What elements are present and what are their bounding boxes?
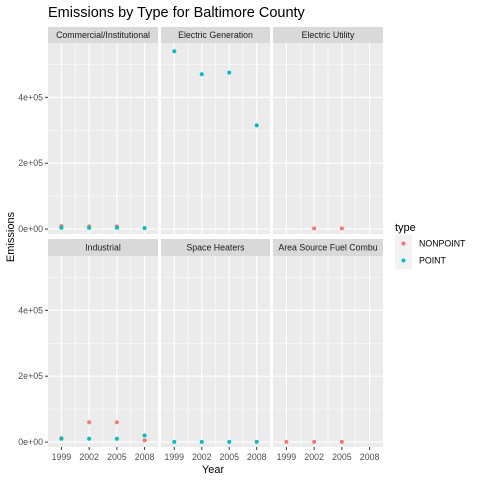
data-point — [114, 436, 119, 441]
legend-marker — [401, 258, 406, 263]
legend-label: POINT — [419, 256, 447, 266]
x-tick-label: 2005 — [219, 452, 239, 462]
facet-strip — [273, 27, 383, 43]
x-tick-label: 2002 — [192, 452, 212, 462]
data-point — [199, 72, 204, 77]
data-point — [254, 123, 259, 128]
data-point — [114, 420, 119, 425]
facet-strip-label: Commercial/Institutional — [56, 30, 150, 40]
data-point — [199, 439, 204, 444]
facet-panel: Commercial/Institutional — [48, 27, 158, 234]
facet-panel: Industrial — [48, 239, 158, 447]
data-point — [284, 439, 289, 444]
x-axis-ticks: 1999 2002 2005 2008 1999 2002 2005 2008 1999 2002… — [52, 447, 380, 462]
y-tick-label: 4e+05 — [18, 92, 43, 102]
facet-panel: Electric Utility — [273, 27, 383, 234]
x-tick-label: 1999 — [277, 452, 297, 462]
facet-strip — [273, 239, 383, 256]
data-point — [87, 225, 92, 230]
facet-panels: Commercial/Institutional Electric Generat… — [48, 27, 383, 447]
data-point — [59, 436, 64, 441]
y-tick-label: 4e+05 — [18, 305, 43, 315]
facet-strip-label: Area Source Fuel Combu — [278, 243, 377, 253]
data-point — [142, 438, 147, 443]
y-tick-label: 2e+05 — [18, 371, 43, 381]
data-point — [312, 226, 317, 231]
data-point — [87, 436, 92, 441]
data-point — [172, 49, 177, 54]
facet-strip-label: Electric Utility — [302, 30, 355, 40]
facet-strip-label: Electric Generation — [178, 30, 253, 40]
data-point — [312, 439, 317, 444]
data-point — [339, 439, 344, 444]
x-tick-label: 2005 — [332, 452, 352, 462]
legend: type NONPOINT POINT — [395, 222, 466, 269]
facet-strip-label: Industrial — [85, 243, 121, 253]
facet-panel: Electric Generation — [161, 27, 270, 234]
facet-strip — [161, 27, 270, 43]
chart-title: Emissions by Type for Baltimore County — [48, 5, 306, 21]
facet-panel: Area Source Fuel Combu — [273, 239, 383, 447]
data-point — [87, 420, 92, 425]
x-tick-label: 2008 — [247, 452, 267, 462]
data-point — [339, 226, 344, 231]
legend-label: NONPOINT — [419, 239, 466, 249]
facet-panel: Space Heaters — [161, 239, 270, 447]
x-tick-label: 2002 — [79, 452, 99, 462]
legend-marker — [401, 241, 406, 246]
facet-strip — [48, 239, 158, 256]
y-axis-title: Emissions — [5, 211, 17, 262]
facet-strip — [161, 239, 270, 256]
data-point — [227, 439, 232, 444]
legend-title: type — [395, 222, 416, 234]
data-point — [59, 225, 64, 230]
data-point — [142, 433, 147, 438]
y-tick-label: 0e+00 — [18, 437, 43, 447]
data-point — [227, 70, 232, 75]
data-point — [254, 439, 259, 444]
y-axis-ticks: 0e+00 2e+05 4e+05 0e+00 2e+05 4e+05 — [18, 92, 48, 447]
x-axis-title: Year — [202, 464, 225, 476]
data-point — [172, 439, 177, 444]
facet-strip-label: Space Heaters — [186, 243, 245, 253]
x-tick-label: 2002 — [304, 452, 324, 462]
x-tick-label: 2008 — [360, 452, 380, 462]
x-tick-label: 1999 — [164, 452, 184, 462]
y-tick-label: 0e+00 — [18, 224, 43, 234]
x-tick-label: 2008 — [135, 452, 155, 462]
x-tick-label: 1999 — [52, 452, 72, 462]
facet-strip — [48, 27, 158, 43]
data-point — [142, 226, 147, 231]
y-tick-label: 2e+05 — [18, 158, 43, 168]
x-tick-label: 2005 — [107, 452, 127, 462]
data-point — [114, 225, 119, 230]
